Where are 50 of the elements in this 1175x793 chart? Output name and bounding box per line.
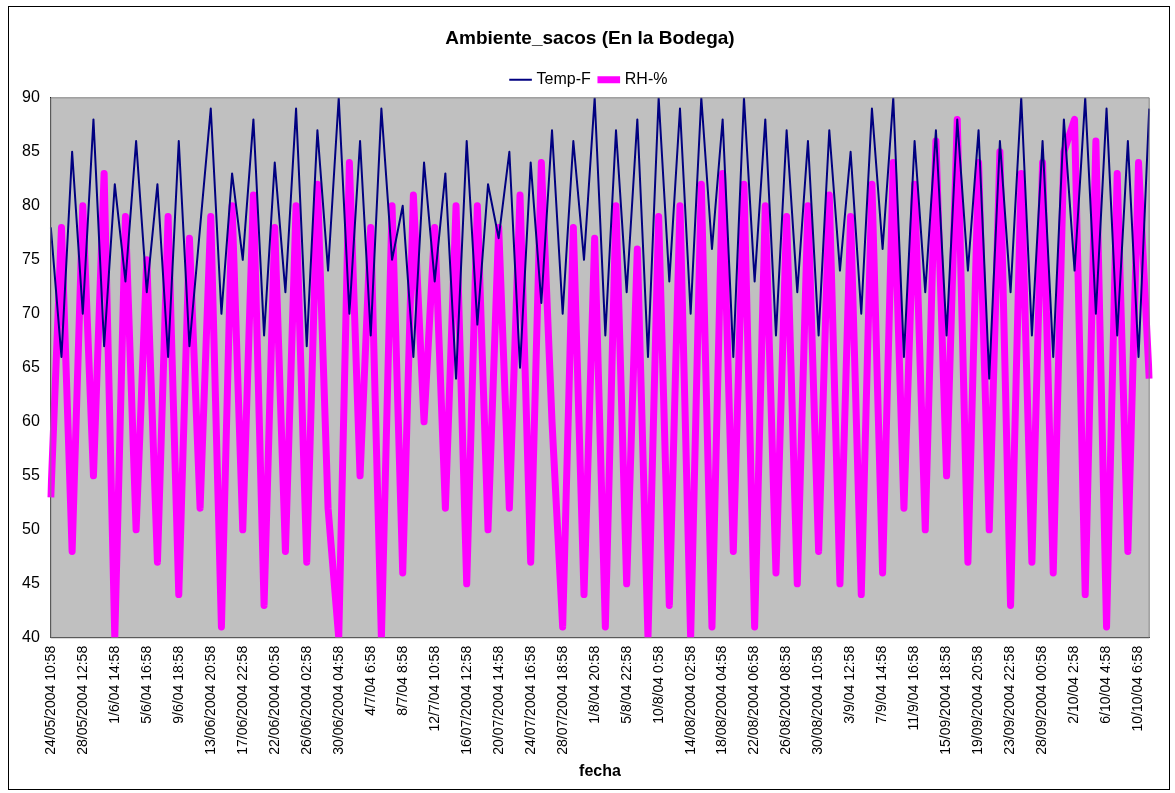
x-tick-label: 28/07/2004 18:58 — [553, 645, 570, 755]
x-tick-label: 28/09/2004 00:58 — [1033, 645, 1050, 755]
x-tick-label: 20/07/2004 14:58 — [489, 645, 506, 755]
x-tick-label: 9/6/04 18:58 — [169, 645, 186, 724]
x-tick-label: 2/10/04 2:58 — [1065, 645, 1082, 724]
x-tick-label: 1/6/04 14:58 — [105, 645, 122, 724]
x-tick-label: 6/10/04 4:58 — [1097, 645, 1114, 724]
x-tick-label: 16/07/2004 12:58 — [457, 645, 474, 755]
y-tick-label: 70 — [22, 304, 40, 322]
x-tick-label: 8/7/04 8:58 — [393, 645, 410, 716]
x-tick-label: 19/09/2004 20:58 — [969, 645, 986, 755]
x-tick-label: 7/9/04 14:58 — [873, 645, 890, 724]
x-tick-label: 10/8/04 0:58 — [649, 645, 666, 724]
y-tick-label: 90 — [22, 88, 40, 106]
x-tick-label: 26/08/2004 08:58 — [777, 645, 794, 755]
x-tick-label: 28/05/2004 12:58 — [73, 645, 90, 755]
x-tick-label: 3/9/04 12:58 — [841, 645, 858, 724]
x-tick-label: 24/05/2004 10:58 — [41, 645, 58, 755]
x-tick-label: 5/6/04 16:58 — [137, 645, 154, 724]
y-tick-label: 80 — [22, 196, 40, 214]
y-tick-label: 85 — [22, 142, 40, 160]
chart-title: Ambiente_sacos (En la Bodega) — [445, 26, 735, 48]
x-tick-label: 30/08/2004 10:58 — [809, 645, 826, 755]
y-tick-label: 50 — [22, 520, 40, 538]
x-axis-title: fecha — [579, 761, 621, 779]
legend-label: Temp-F — [536, 70, 592, 88]
y-tick-label: 40 — [22, 628, 40, 646]
x-tick-label: 22/08/2004 06:58 — [745, 645, 762, 755]
x-tick-label: 26/06/2004 02:58 — [297, 645, 314, 755]
x-tick-label: 11/9/04 16:58 — [905, 645, 922, 731]
legend-label: RH-% — [624, 70, 668, 88]
y-tick-label: 65 — [22, 358, 40, 376]
x-tick-label: 14/08/2004 02:58 — [681, 645, 698, 755]
x-tick-label: 23/09/2004 22:58 — [1001, 645, 1018, 755]
y-tick-label: 55 — [22, 466, 40, 484]
x-tick-label: 24/07/2004 16:58 — [521, 645, 538, 755]
y-tick-label: 45 — [22, 574, 40, 592]
x-tick-label: 4/7/04 6:58 — [361, 645, 378, 716]
x-tick-label: 1/8/04 20:58 — [585, 645, 602, 724]
x-tick-label: 12/7/04 10:58 — [425, 645, 442, 732]
x-tick-label: 13/06/2004 20:58 — [201, 645, 218, 755]
x-tick-label: 15/09/2004 18:58 — [937, 645, 954, 755]
x-tick-label: 22/06/2004 00:58 — [265, 645, 282, 755]
y-tick-label: 75 — [22, 250, 40, 268]
y-tick-label: 60 — [22, 412, 40, 430]
x-tick-label: 17/06/2004 22:58 — [233, 645, 250, 755]
x-tick-label: 18/08/2004 04:58 — [713, 645, 730, 755]
x-tick-label: 10/10/04 6:58 — [1129, 645, 1146, 732]
x-tick-label: 5/8/04 22:58 — [617, 645, 634, 724]
x-tick-label: 30/06/2004 04:58 — [329, 645, 346, 755]
